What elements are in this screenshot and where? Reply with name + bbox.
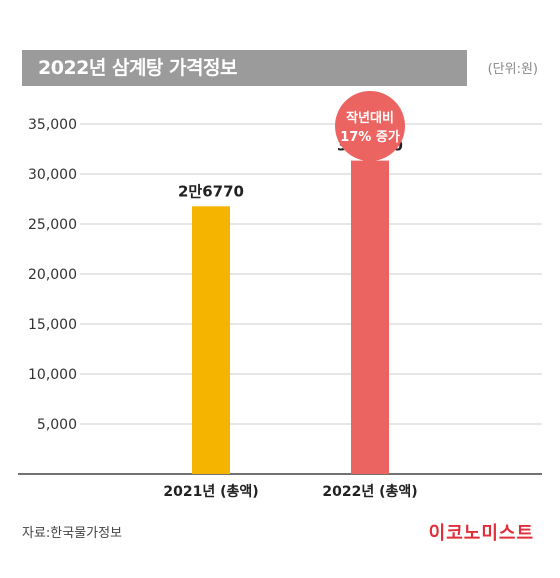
publisher-logo: 이코노미스트 <box>428 523 534 544</box>
y-tick-label: 10,000 <box>28 367 77 383</box>
bar <box>192 206 230 475</box>
chart-title: 2022년 삼계탕 가격정보 <box>38 57 237 79</box>
callout-bubble <box>335 91 405 161</box>
bar-value-label: 2만6770 <box>178 182 244 200</box>
y-tick-label: 25,000 <box>28 217 77 233</box>
bar <box>351 160 389 474</box>
callout-line-1: 작년대비 <box>346 110 394 126</box>
y-tick-label: 35,000 <box>28 117 77 133</box>
unit-label: (단위:원) <box>487 62 538 77</box>
y-tick-label: 15,000 <box>28 317 77 333</box>
callout-line-2: 17% 증가 <box>340 130 400 145</box>
x-category-label: 2021년 (총액) <box>163 483 258 500</box>
y-tick-label: 30,000 <box>28 167 77 183</box>
title-bar: 2022년 삼계탕 가격정보 <box>22 50 467 86</box>
x-category-label: 2022년 (총액) <box>322 483 417 500</box>
y-tick-label: 5,000 <box>37 417 77 433</box>
source-label: 자료:한국물가정보 <box>22 526 123 541</box>
bar-chart: 5,000 10,000 15,000 20,000 25,000 30,000 35,00… <box>18 91 542 500</box>
callout-tail <box>362 154 382 172</box>
y-tick-label: 20,000 <box>28 267 77 283</box>
